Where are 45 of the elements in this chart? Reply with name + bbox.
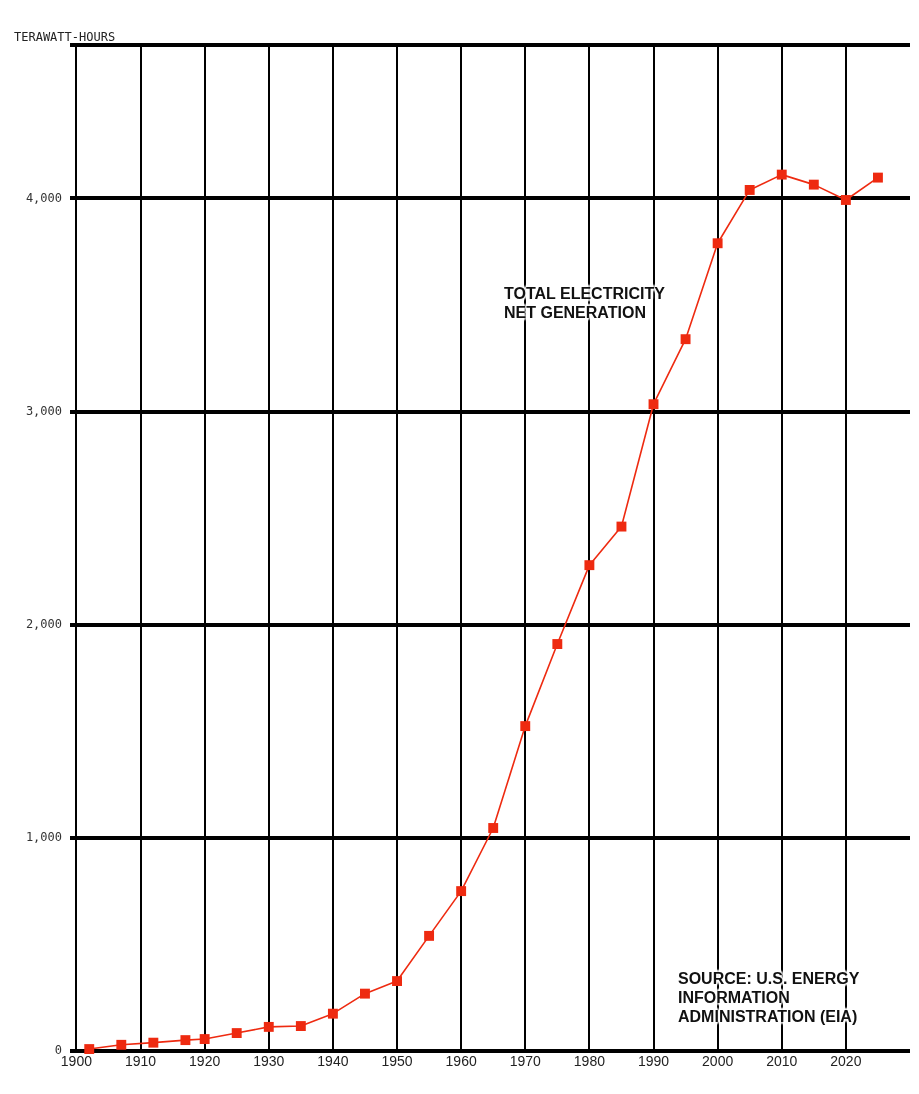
point: [648, 399, 659, 410]
point: [295, 1021, 306, 1031]
x-tick-label: 2000: [702, 1053, 734, 1070]
point: [456, 886, 467, 897]
x-tick-label: 1970: [509, 1053, 542, 1070]
x-tick-label: 1930: [253, 1053, 285, 1070]
y-tick-label: 4,000: [25, 190, 62, 205]
x-tick-label: 1920: [189, 1053, 221, 1070]
point: [840, 195, 851, 205]
point: [424, 930, 435, 941]
point: [231, 1028, 242, 1039]
point: [808, 179, 819, 190]
point: [199, 1034, 210, 1044]
point: [776, 169, 787, 180]
point: [116, 1039, 127, 1050]
x-tick-label: 1990: [637, 1053, 670, 1070]
point: [616, 521, 627, 532]
x-tick-label: 2020: [830, 1053, 862, 1070]
x-tick-label: 1910: [124, 1053, 157, 1070]
point: [180, 1035, 191, 1046]
point: [520, 721, 531, 732]
point: [392, 976, 402, 987]
point: [584, 560, 595, 571]
point: [327, 1008, 338, 1019]
y-tick-label: 2,000: [25, 616, 62, 631]
x-tick-label: 1900: [60, 1053, 93, 1070]
y-tick-label: 0: [54, 1043, 62, 1058]
y-tick-label: 1,000: [25, 830, 62, 845]
point: [84, 1044, 95, 1055]
y-tick-label: 3,000: [25, 403, 62, 418]
point: [744, 185, 755, 195]
x-tick-label: 1980: [573, 1053, 606, 1070]
point: [872, 172, 883, 183]
x-tick-label: 1940: [317, 1053, 349, 1070]
point: [148, 1037, 159, 1048]
point: [488, 823, 499, 833]
point: [680, 334, 691, 345]
y-axis-title: TERAWATT-HOURS: [14, 30, 116, 44]
point: [263, 1021, 274, 1032]
point: [712, 238, 723, 249]
x-tick-label: 1950: [381, 1053, 413, 1070]
x-tick-label: 1960: [445, 1053, 477, 1070]
point: [552, 639, 563, 649]
point: [360, 988, 370, 999]
x-tick-label: 2010: [766, 1053, 798, 1070]
